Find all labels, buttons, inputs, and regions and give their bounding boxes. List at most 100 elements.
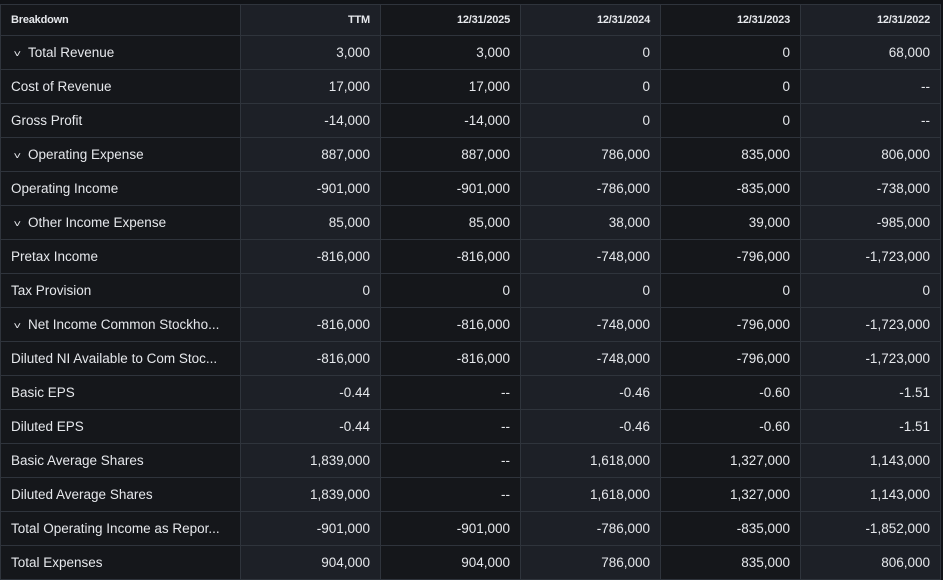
value-cell: -816,000	[240, 341, 381, 376]
value-cell: --	[800, 69, 941, 104]
value-cell: 39,000	[660, 205, 801, 240]
value-cell: -816,000	[380, 239, 521, 274]
value-cell: 1,839,000	[240, 443, 381, 478]
value-cell: 0	[520, 273, 661, 308]
row-label-cell: Operating Income	[0, 171, 241, 206]
value-cell: -748,000	[520, 341, 661, 376]
value-cell: -796,000	[660, 307, 801, 342]
table-row: Diluted NI Available to Com Stoc... -816,…	[0, 341, 941, 376]
value-cell: 3,000	[240, 35, 381, 70]
value-cell: --	[380, 375, 521, 410]
value-cell: -1.51	[800, 375, 941, 410]
value-cell: 1,839,000	[240, 477, 381, 512]
value-cell: -14,000	[380, 103, 521, 138]
value-cell: 17,000	[240, 69, 381, 104]
row-label-cell[interactable]: ˅ Total Revenue	[0, 35, 241, 70]
value-cell: 0	[660, 35, 801, 70]
row-label-cell: Gross Profit	[0, 103, 241, 138]
value-cell: -901,000	[380, 511, 521, 546]
table-row: ˅ Operating Expense 887,000 887,000 786,000 8…	[0, 137, 941, 172]
value-cell: -816,000	[380, 307, 521, 342]
row-label: Other Income Expense	[28, 215, 167, 230]
chevron-down-icon[interactable]: ˅	[13, 219, 22, 230]
value-cell: 0	[520, 103, 661, 138]
row-label-cell: Diluted NI Available to Com Stoc...	[0, 341, 241, 376]
value-cell: -0.44	[240, 375, 381, 410]
value-cell: -796,000	[660, 341, 801, 376]
row-label-cell: Total Operating Income as Repor...	[0, 511, 241, 546]
table-row: Tax Provision 0 0 0 0 0	[0, 273, 941, 308]
row-label-cell: Pretax Income	[0, 239, 241, 274]
row-label: Basic Average Shares	[11, 453, 144, 468]
value-cell: -835,000	[660, 171, 801, 206]
value-cell: 1,618,000	[520, 443, 661, 478]
row-label: Diluted Average Shares	[11, 487, 153, 502]
value-cell: 1,143,000	[800, 477, 941, 512]
row-label: Tax Provision	[11, 283, 92, 298]
value-cell: -1,723,000	[800, 307, 941, 342]
value-cell: 835,000	[660, 137, 801, 172]
value-cell: -1,723,000	[800, 341, 941, 376]
value-cell: 786,000	[520, 545, 661, 580]
value-cell: 786,000	[520, 137, 661, 172]
table-row: Basic Average Shares 1,839,000 -- 1,618,000…	[0, 443, 941, 478]
value-cell: -786,000	[520, 171, 661, 206]
row-label-cell: Tax Provision	[0, 273, 241, 308]
chevron-down-icon[interactable]: ˅	[13, 321, 22, 332]
value-cell: -1.51	[800, 409, 941, 444]
value-cell: --	[380, 477, 521, 512]
table-row: Diluted Average Shares 1,839,000 -- 1,618,0…	[0, 477, 941, 512]
row-label: Pretax Income	[11, 249, 99, 264]
row-label: Total Operating Income as Repor...	[11, 521, 220, 536]
value-cell: -1,723,000	[800, 239, 941, 274]
value-cell: --	[380, 409, 521, 444]
row-label: Total Revenue	[28, 45, 115, 60]
row-label: Cost of Revenue	[11, 79, 112, 94]
row-label: Diluted EPS	[11, 419, 84, 434]
value-cell: -748,000	[520, 307, 661, 342]
row-label-cell: Total Expenses	[0, 545, 241, 580]
value-cell: -14,000	[240, 103, 381, 138]
value-cell: -901,000	[240, 511, 381, 546]
row-label-cell[interactable]: ˅ Other Income Expense	[0, 205, 241, 240]
row-label-cell: Basic EPS	[0, 375, 241, 410]
row-label: Operating Income	[11, 181, 119, 196]
income-statement-table: Breakdown TTM 12/31/2025 12/31/2024 12/31/20…	[0, 4, 941, 580]
value-cell: -901,000	[240, 171, 381, 206]
value-cell: 887,000	[240, 137, 381, 172]
column-header-period: 12/31/2025	[380, 4, 521, 36]
value-cell: 835,000	[660, 545, 801, 580]
value-cell: -0.44	[240, 409, 381, 444]
financials-table-container: Breakdown TTM 12/31/2025 12/31/2024 12/31/20…	[0, 4, 941, 580]
column-header-period: 12/31/2023	[660, 4, 801, 36]
value-cell: -901,000	[380, 171, 521, 206]
value-cell: -0.60	[660, 409, 801, 444]
table-row: Gross Profit -14,000 -14,000 0 0 --	[0, 103, 941, 138]
table-row: ˅ Total Revenue 3,000 3,000 0 0 68,000	[0, 35, 941, 70]
row-label-cell: Basic Average Shares	[0, 443, 241, 478]
table-row: Basic EPS -0.44 -- -0.46 -0.60 -1.51	[0, 375, 941, 410]
chevron-down-icon[interactable]: ˅	[13, 49, 22, 60]
value-cell: 1,327,000	[660, 443, 801, 478]
row-label: Gross Profit	[11, 113, 83, 128]
value-cell: -796,000	[660, 239, 801, 274]
value-cell: 806,000	[800, 137, 941, 172]
table-row: ˅ Other Income Expense 85,000 85,000 38,000 3…	[0, 205, 941, 240]
table-row: Cost of Revenue 17,000 17,000 0 0 --	[0, 69, 941, 104]
table-row: Total Expenses 904,000 904,000 786,000 835,0…	[0, 545, 941, 580]
value-cell: 0	[520, 69, 661, 104]
column-header-breakdown: Breakdown	[0, 4, 241, 36]
column-header-period: 12/31/2024	[520, 4, 661, 36]
value-cell: -816,000	[240, 239, 381, 274]
value-cell: -835,000	[660, 511, 801, 546]
value-cell: 0	[660, 103, 801, 138]
row-label-cell[interactable]: ˅ Net Income Common Stockho...	[0, 307, 241, 342]
row-label-cell[interactable]: ˅ Operating Expense	[0, 137, 241, 172]
row-label-cell: Diluted EPS	[0, 409, 241, 444]
chevron-down-icon[interactable]: ˅	[13, 151, 22, 162]
value-cell: -0.46	[520, 409, 661, 444]
value-cell: -748,000	[520, 239, 661, 274]
value-cell: -0.46	[520, 375, 661, 410]
value-cell: -1,852,000	[800, 511, 941, 546]
row-label: Diluted NI Available to Com Stoc...	[11, 351, 218, 366]
